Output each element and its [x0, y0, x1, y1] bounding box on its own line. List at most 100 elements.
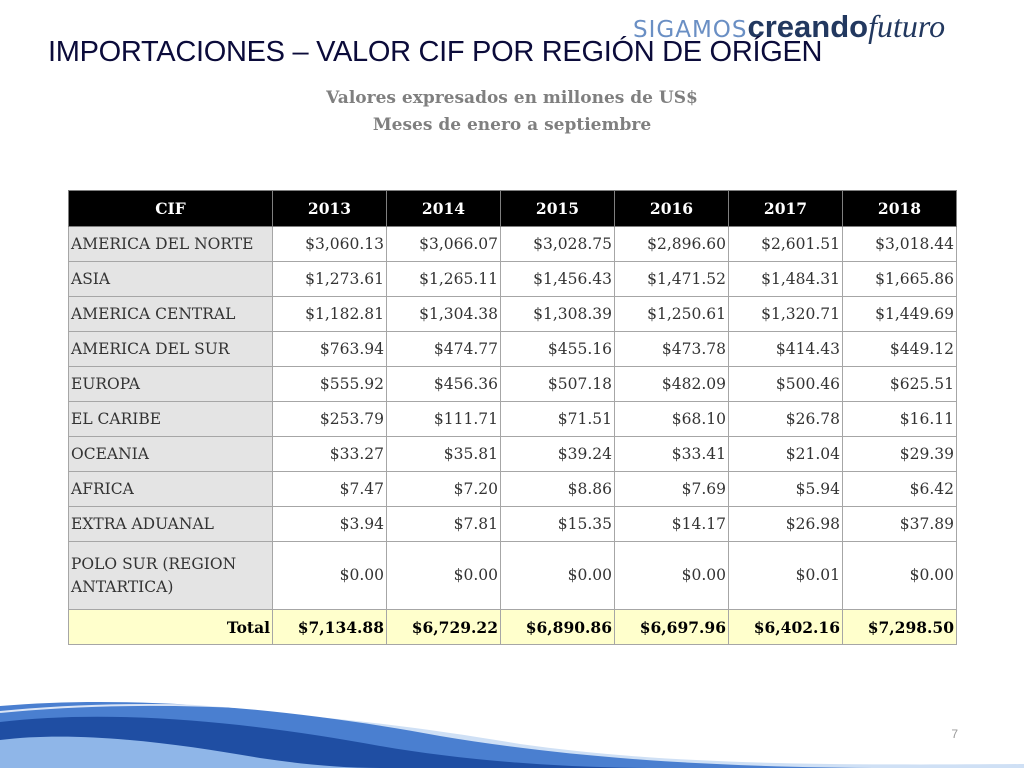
cif-by-region-table: CIF 2013 2014 2015 2016 2017 2018 AMERIC…	[68, 190, 957, 645]
value-cell: $555.92	[272, 366, 387, 402]
region-name-cell: AMERICA DEL SUR	[68, 331, 273, 367]
value-cell: $21.04	[728, 436, 843, 472]
value-cell: $7.20	[386, 471, 501, 507]
value-cell: $6.42	[842, 471, 957, 507]
value-cell: $0.00	[500, 541, 615, 610]
value-cell: $71.51	[500, 401, 615, 437]
value-cell: $3,028.75	[500, 226, 615, 262]
column-header: 2013	[272, 190, 387, 227]
value-cell: $68.10	[614, 401, 729, 437]
table-header-row: CIF 2013 2014 2015 2016 2017 2018	[68, 190, 957, 227]
value-cell: $1,182.81	[272, 296, 387, 332]
value-cell: $33.41	[614, 436, 729, 472]
value-cell: $1,471.52	[614, 261, 729, 297]
value-cell: $0.00	[272, 541, 387, 610]
table-total-row: Total $7,134.88 $6,729.22 $6,890.86 $6,6…	[68, 609, 957, 645]
slide-subtitle-units: Valores expresados en millones de US$	[326, 88, 698, 108]
value-cell: $507.18	[500, 366, 615, 402]
value-cell: $3,066.07	[386, 226, 501, 262]
region-name-cell: EL CARIBE	[68, 401, 273, 437]
column-header: CIF	[68, 190, 273, 227]
total-value-cell: $6,697.96	[614, 609, 729, 645]
value-cell: $1,273.61	[272, 261, 387, 297]
region-name-cell: POLO SUR (REGION ANTARTICA)	[68, 541, 273, 610]
total-value-cell: $6,890.86	[500, 609, 615, 645]
slide-title: IMPORTACIONES – VALOR CIF POR REGIÓN DE …	[48, 36, 823, 68]
value-cell: $2,896.60	[614, 226, 729, 262]
decorative-swoosh-graphic	[0, 701, 1024, 768]
value-cell: $29.39	[842, 436, 957, 472]
value-cell: $449.12	[842, 331, 957, 367]
value-cell: $456.36	[386, 366, 501, 402]
value-cell: $35.81	[386, 436, 501, 472]
logo-part-sigamos: SIGAMOS	[633, 17, 748, 43]
table-row: AMERICA DEL NORTE $3,060.13 $3,066.07 $3…	[68, 226, 957, 262]
table-row: ASIA $1,273.61 $1,265.11 $1,456.43 $1,47…	[68, 261, 957, 297]
value-cell: $7.69	[614, 471, 729, 507]
value-cell: $455.16	[500, 331, 615, 367]
table-row: EUROPA $555.92 $456.36 $507.18 $482.09 $…	[68, 366, 957, 402]
column-header: 2017	[728, 190, 843, 227]
region-name-cell: AMERICA CENTRAL	[68, 296, 273, 332]
value-cell: $37.89	[842, 506, 957, 542]
total-value-cell: $7,298.50	[842, 609, 957, 645]
value-cell: $3,060.13	[272, 226, 387, 262]
value-cell: $473.78	[614, 331, 729, 367]
value-cell: $0.00	[386, 541, 501, 610]
total-value-cell: $6,729.22	[386, 609, 501, 645]
value-cell: $482.09	[614, 366, 729, 402]
value-cell: $16.11	[842, 401, 957, 437]
region-name-cell: AMERICA DEL NORTE	[68, 226, 273, 262]
value-cell: $1,456.43	[500, 261, 615, 297]
value-cell: $1,320.71	[728, 296, 843, 332]
region-name-cell: AFRICA	[68, 471, 273, 507]
value-cell: $1,265.11	[386, 261, 501, 297]
value-cell: $15.35	[500, 506, 615, 542]
table-row: EXTRA ADUANAL $3.94 $7.81 $15.35 $14.17 …	[68, 506, 957, 542]
value-cell: $625.51	[842, 366, 957, 402]
column-header: 2018	[842, 190, 957, 227]
region-name-cell: EXTRA ADUANAL	[68, 506, 273, 542]
value-cell: $253.79	[272, 401, 387, 437]
logo-part-creando: creando	[747, 9, 869, 44]
table-row: AMERICA DEL SUR $763.94 $474.77 $455.16 …	[68, 331, 957, 367]
value-cell: $26.98	[728, 506, 843, 542]
value-cell: $5.94	[728, 471, 843, 507]
sigamos-creando-futuro-logo: SIGAMOScreandofuturo	[633, 10, 945, 42]
value-cell: $2,601.51	[728, 226, 843, 262]
page-number: 7	[951, 727, 958, 741]
region-name-cell: OCEANIA	[68, 436, 273, 472]
value-cell: $500.46	[728, 366, 843, 402]
value-cell: $39.24	[500, 436, 615, 472]
region-name-cell: ASIA	[68, 261, 273, 297]
value-cell: $3,018.44	[842, 226, 957, 262]
column-header: 2015	[500, 190, 615, 227]
total-label-cell: Total	[68, 609, 273, 645]
total-value-cell: $6,402.16	[728, 609, 843, 645]
value-cell: $14.17	[614, 506, 729, 542]
value-cell: $414.43	[728, 331, 843, 367]
value-cell: $1,665.86	[842, 261, 957, 297]
logo-part-futuro: futuro	[868, 8, 946, 44]
value-cell: $7.81	[386, 506, 501, 542]
value-cell: $111.71	[386, 401, 501, 437]
value-cell: $7.47	[272, 471, 387, 507]
value-cell: $1,250.61	[614, 296, 729, 332]
value-cell: $1,449.69	[842, 296, 957, 332]
slide-subtitle-period: Meses de enero a septiembre	[372, 115, 652, 135]
table-row: EL CARIBE $253.79 $111.71 $71.51 $68.10 …	[68, 401, 957, 437]
value-cell: $3.94	[272, 506, 387, 542]
table-row: POLO SUR (REGION ANTARTICA) $0.00 $0.00 …	[68, 541, 957, 610]
value-cell: $0.00	[842, 541, 957, 610]
value-cell: $33.27	[272, 436, 387, 472]
value-cell: $763.94	[272, 331, 387, 367]
region-name-cell: EUROPA	[68, 366, 273, 402]
column-header: 2016	[614, 190, 729, 227]
value-cell: $0.01	[728, 541, 843, 610]
value-cell: $26.78	[728, 401, 843, 437]
value-cell: $1,304.38	[386, 296, 501, 332]
table-row: AMERICA CENTRAL $1,182.81 $1,304.38 $1,3…	[68, 296, 957, 332]
value-cell: $1,308.39	[500, 296, 615, 332]
value-cell: $474.77	[386, 331, 501, 367]
total-value-cell: $7,134.88	[272, 609, 387, 645]
